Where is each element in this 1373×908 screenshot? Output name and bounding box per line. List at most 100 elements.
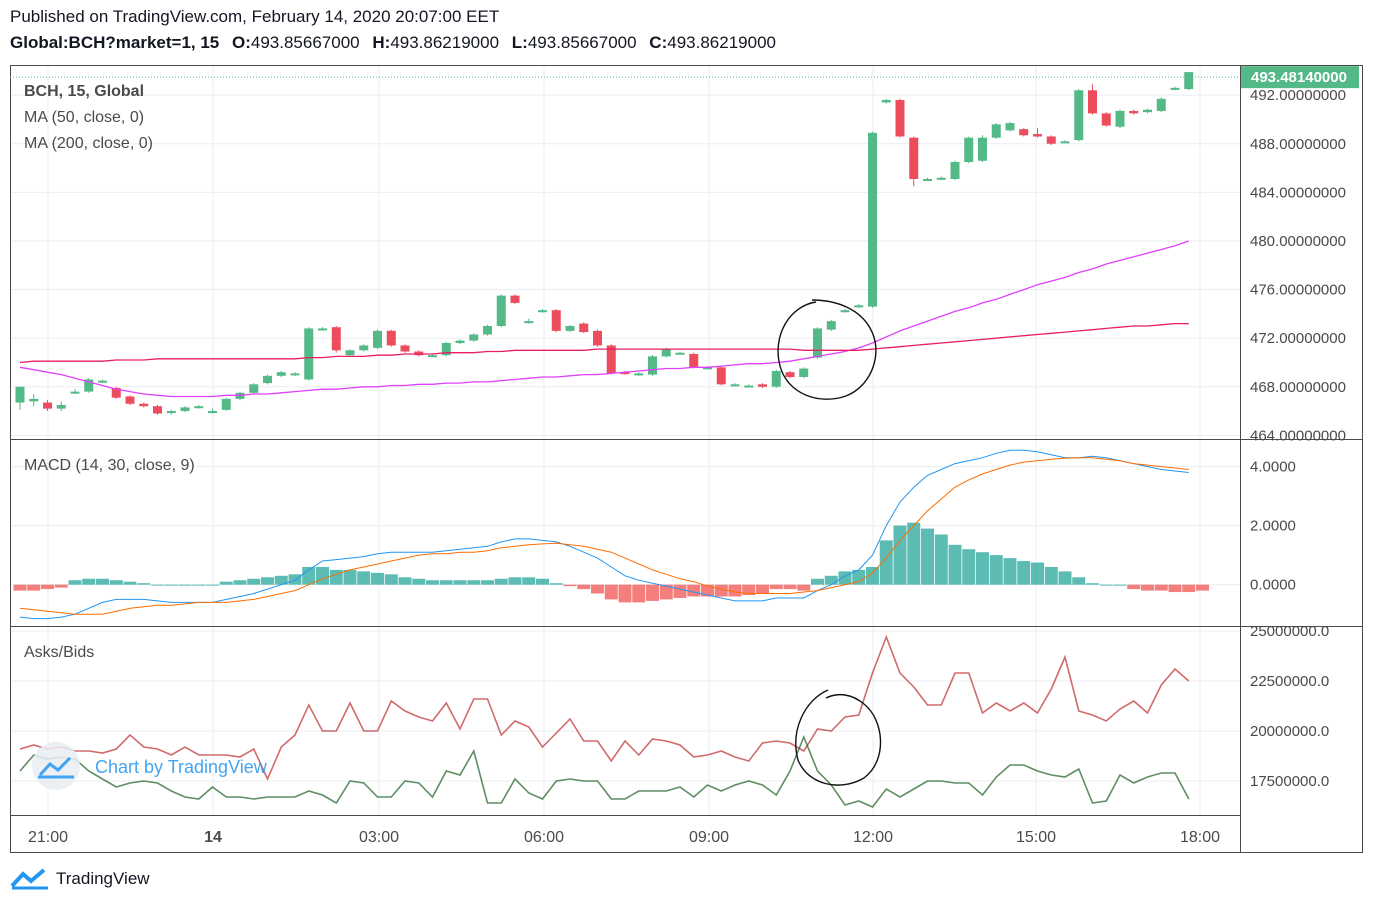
- histogram-bar: [508, 577, 522, 585]
- histogram-bar: [371, 572, 384, 585]
- footer[interactable]: TradingView: [10, 868, 150, 890]
- footer-brand: TradingView: [56, 869, 150, 888]
- time-tick-label: 15:00: [1016, 829, 1056, 846]
- histogram-bar: [384, 574, 398, 585]
- time-tick-label: 18:00: [1180, 829, 1220, 846]
- candle-body: [1156, 98, 1166, 111]
- histogram-bar: [811, 578, 824, 585]
- candle-body: [208, 411, 217, 414]
- candle-body: [909, 137, 919, 179]
- histogram-bar: [453, 580, 467, 585]
- candle-body: [895, 100, 905, 137]
- last-price-label: 493.48140000: [1251, 69, 1347, 86]
- histogram-bar: [714, 584, 728, 597]
- tradingview-logo-icon: [10, 868, 48, 890]
- histogram-bar: [426, 580, 439, 585]
- histogram-bar: [1141, 584, 1154, 591]
- published-line: Published on TradingView.com, February 1…: [10, 7, 500, 26]
- histogram-bar: [577, 584, 591, 590]
- candle-body: [551, 310, 561, 331]
- histogram-bar: [494, 578, 508, 585]
- histogram-bar: [467, 580, 481, 585]
- histogram-bar: [123, 581, 137, 585]
- histogram-bar: [1044, 566, 1058, 585]
- candle-body: [716, 367, 726, 385]
- histogram-bar: [618, 584, 632, 603]
- macd-histogram: [13, 522, 1209, 603]
- price-tick-label: 472.00000000: [1250, 330, 1346, 347]
- candle-body: [98, 380, 107, 383]
- macd-line: [19, 449, 1189, 620]
- histogram-bar: [96, 578, 109, 585]
- candle-body: [441, 343, 451, 356]
- candles: [15, 72, 1194, 415]
- histogram-bar: [536, 578, 549, 585]
- candle-body: [1143, 109, 1152, 113]
- candle-body: [84, 379, 94, 392]
- candle-body: [263, 375, 272, 384]
- candle-body: [400, 345, 410, 352]
- candle-body: [771, 370, 781, 387]
- candle-body: [703, 367, 712, 370]
- candle-body: [1184, 72, 1194, 90]
- candle-body: [565, 326, 575, 331]
- candle-body: [1019, 129, 1029, 136]
- histogram-bar: [646, 584, 659, 601]
- open-label: O:: [232, 33, 251, 52]
- candle-body: [634, 373, 644, 376]
- candle-body: [1046, 136, 1056, 144]
- histogram-bar: [233, 580, 247, 585]
- candle-body: [620, 372, 630, 375]
- candle-body: [1115, 110, 1125, 127]
- candle-body: [1170, 87, 1180, 90]
- close-label: C:: [649, 33, 668, 52]
- candle-body: [813, 328, 822, 358]
- close-value: 493.86219000: [667, 33, 776, 52]
- candle-body: [153, 406, 162, 414]
- watermark: Chart by TradingView: [32, 742, 268, 790]
- histogram-bar: [591, 584, 604, 594]
- candle-body: [1060, 141, 1070, 144]
- histogram-bar: [178, 584, 192, 586]
- candle-body: [923, 178, 932, 181]
- price-tick-label: 488.00000000: [1250, 136, 1346, 153]
- histogram-bar: [27, 584, 41, 591]
- histogram-bar: [302, 566, 316, 585]
- candle-body: [304, 328, 314, 380]
- candle-body: [194, 406, 204, 409]
- candle-body: [744, 385, 754, 388]
- candle-body: [785, 372, 795, 378]
- candle-body: [359, 345, 369, 351]
- histogram-bar: [151, 584, 164, 586]
- histogram-bar: [934, 534, 948, 585]
- candle-body: [978, 137, 987, 161]
- histogram-bar: [522, 577, 536, 585]
- candle-body: [950, 161, 960, 179]
- price-tick-label: 468.00000000: [1250, 379, 1346, 396]
- low-label: L:: [511, 33, 528, 52]
- candle-body: [538, 310, 547, 313]
- candle-body: [868, 132, 877, 307]
- histogram-bar: [1058, 571, 1072, 585]
- histogram-bar: [1086, 583, 1099, 585]
- candle-body: [675, 352, 685, 355]
- time-tick-label: 06:00: [524, 829, 564, 846]
- histogram-bar: [907, 522, 921, 585]
- histogram-bar: [948, 544, 962, 585]
- histogram-bar: [164, 584, 178, 586]
- price-tick-label: 476.00000000: [1250, 282, 1346, 299]
- legend-asks-bids: Asks/Bids: [24, 644, 94, 661]
- candle-body: [840, 310, 850, 313]
- chart-frame: [10, 65, 1363, 853]
- histogram-bar: [192, 584, 206, 586]
- ohlc-line: Global:BCH?market=1, 15 O:493.85667000 H…: [10, 33, 776, 53]
- asks-bids-tick-label: 20000000.0: [1250, 723, 1329, 740]
- time-tick-label: 21:00: [28, 829, 68, 846]
- asks-bids-tick-label: 22500000.0: [1250, 673, 1329, 690]
- price-tick-label: 492.00000000: [1250, 87, 1346, 104]
- legend-ma50: MA (50, close, 0): [24, 109, 144, 126]
- histogram-bar: [1072, 577, 1086, 585]
- bids-line: [19, 734, 1190, 808]
- histogram-bar: [632, 584, 646, 603]
